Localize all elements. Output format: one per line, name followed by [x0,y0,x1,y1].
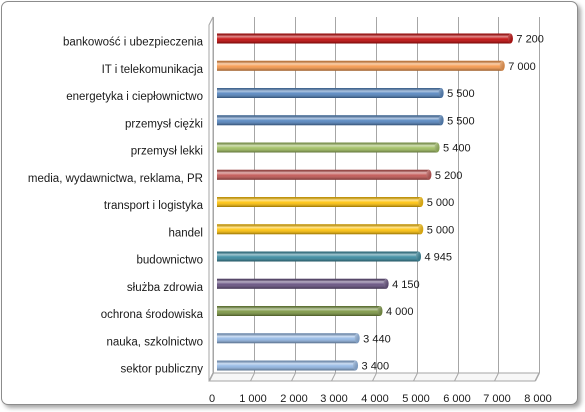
bar [217,197,424,207]
floor-gridline [413,372,418,382]
bar [217,251,422,262]
x-axis-tick-labels: 0 1 000 2 000 3 000 4 000 5 000 6 000 7 000 8 00… [209,393,552,405]
bar-end-cap-highlight [426,169,432,180]
bar [217,33,513,44]
data-label: 3 400 [362,361,390,373]
data-label: 5 500 [447,88,475,100]
data-label: 5 000 [427,224,455,236]
bar-shading [217,115,442,126]
bar-end-cap-highlight [383,278,389,289]
category-label: bankowość i ubezpieczenia [63,37,204,49]
floor-gridline [291,372,296,382]
x-tick-label: 0 [209,393,215,405]
bar [217,142,440,153]
data-label: 5 500 [447,115,475,127]
bar [217,278,389,289]
category-label: budownictwo [137,255,203,267]
bar-shading [217,169,429,180]
x-tick-label: 8 000 [524,393,552,405]
data-label: 7 000 [508,61,536,73]
category-label: sektor publiczny [121,364,204,376]
bar-shading [217,60,503,71]
data-label: 3 440 [363,333,391,345]
bar-shading [217,251,419,262]
category-label: służba zdrowia [127,282,204,294]
category-label: ochrona środowiska [101,309,204,321]
bar [217,306,383,316]
floor-gridline [372,372,377,382]
bar [217,224,424,235]
bar [217,360,359,371]
floor-gridline [535,372,540,382]
x-tick-label: 5 000 [402,393,430,405]
bar-end-cap-highlight [507,33,513,44]
bar-end-cap-highlight [377,306,383,316]
bar [217,333,360,344]
data-label: 5 200 [435,170,463,182]
bar [217,60,505,71]
bars [217,33,513,371]
bar-shading [217,333,358,344]
data-label: 5 000 [427,197,455,209]
category-label: przemysł ciężki [125,118,203,130]
floor-gridline [209,372,214,382]
bar-end-cap-highlight [434,142,440,153]
bar [217,88,444,98]
data-label: 4 945 [425,252,453,264]
bar [217,169,432,180]
bar-end-cap-highlight [354,333,360,344]
category-label: handel [168,227,203,239]
category-label: media, wydawnictwa, reklama, PR [28,173,203,185]
bar-shading [217,88,442,98]
floor-gridline [331,372,336,382]
floor-gridline [454,372,459,382]
category-label: IT i telekomunikacja [102,64,204,76]
bar-end-cap-highlight [418,197,424,207]
bar-end-cap-highlight [416,251,422,262]
x-tick-label: 7 000 [483,393,511,405]
data-label: 5 400 [443,143,471,155]
category-labels: bankowość i ubezpieczenia IT i telekomuni… [28,37,204,376]
data-labels: 7 200 7 000 5 500 5 500 5 400 5 200 5 000 5 000… [362,34,544,373]
bar-end-cap-highlight [499,60,505,71]
floor-gridline [250,372,255,382]
category-label: przemysł lekki [131,146,203,158]
bar-shading [217,278,387,289]
data-label: 4 000 [386,306,414,318]
bar-shading [217,142,438,153]
bar-end-cap-highlight [353,360,359,371]
bar-end-cap-highlight [418,224,424,235]
bar-shading [217,360,356,371]
bar-end-cap-highlight [438,88,444,98]
left-wall [208,16,214,382]
x-tick-label: 2 000 [280,393,308,405]
x-tick-label: 1 000 [239,393,267,405]
x-tick-label: 3 000 [320,393,348,405]
bar-shading [217,306,380,316]
data-label: 4 150 [392,279,420,291]
bar-shading [217,224,421,235]
bar-end-cap-highlight [438,115,444,126]
floor-gridline [494,372,499,382]
category-label: transport i logistyka [104,200,204,212]
bar-shading [217,33,511,44]
data-label: 7 200 [516,34,544,46]
bar-shading [217,197,421,207]
category-label: nauka, szkolnictwo [106,336,203,348]
x-tick-label: 6 000 [443,393,471,405]
bar [217,115,444,126]
category-label: energetyka i ciepłownictwo [66,91,203,103]
x-tick-label: 4 000 [361,393,389,405]
